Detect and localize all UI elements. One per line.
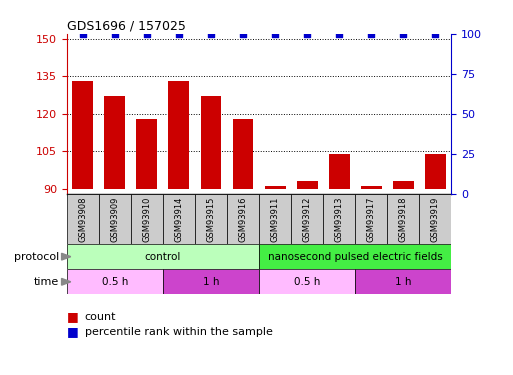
Text: nanosecond pulsed electric fields: nanosecond pulsed electric fields bbox=[268, 252, 443, 262]
Bar bbox=[393, 181, 414, 189]
Text: GSM93909: GSM93909 bbox=[110, 196, 120, 242]
Point bbox=[239, 31, 247, 37]
Bar bbox=[355, 194, 387, 244]
Point bbox=[335, 31, 343, 37]
Text: 0.5 h: 0.5 h bbox=[294, 277, 320, 287]
Text: GDS1696 / 157025: GDS1696 / 157025 bbox=[67, 20, 186, 33]
Bar bbox=[195, 194, 227, 244]
Bar bbox=[361, 186, 382, 189]
Bar bbox=[291, 194, 323, 244]
Bar bbox=[72, 81, 93, 189]
Text: 0.5 h: 0.5 h bbox=[102, 277, 128, 287]
Text: ■: ■ bbox=[67, 310, 78, 323]
Point bbox=[399, 31, 407, 37]
Text: GSM93913: GSM93913 bbox=[334, 196, 344, 242]
Point bbox=[175, 31, 183, 37]
Bar bbox=[420, 194, 451, 244]
Bar bbox=[131, 194, 163, 244]
Bar bbox=[323, 194, 355, 244]
Text: GSM93917: GSM93917 bbox=[367, 196, 376, 242]
Bar bbox=[329, 154, 350, 189]
Bar bbox=[104, 96, 125, 189]
Text: 1 h: 1 h bbox=[203, 277, 219, 287]
Text: GSM93911: GSM93911 bbox=[270, 196, 280, 242]
Text: GSM93918: GSM93918 bbox=[399, 196, 408, 242]
Point bbox=[78, 31, 87, 37]
Text: GSM93908: GSM93908 bbox=[78, 196, 87, 242]
Point bbox=[367, 31, 376, 37]
Bar bbox=[168, 81, 189, 189]
Text: percentile rank within the sample: percentile rank within the sample bbox=[85, 327, 272, 337]
Text: control: control bbox=[145, 252, 181, 262]
Bar bbox=[387, 194, 420, 244]
Bar bbox=[67, 194, 98, 244]
Bar bbox=[259, 269, 355, 294]
Bar bbox=[265, 186, 286, 189]
Bar bbox=[201, 96, 222, 189]
Text: 1 h: 1 h bbox=[395, 277, 411, 287]
Bar bbox=[297, 181, 318, 189]
Bar bbox=[163, 194, 195, 244]
Text: GSM93914: GSM93914 bbox=[174, 196, 184, 242]
Text: GSM93916: GSM93916 bbox=[239, 196, 248, 242]
Point bbox=[207, 31, 215, 37]
Text: GSM93915: GSM93915 bbox=[206, 196, 215, 242]
Point bbox=[431, 31, 440, 37]
Bar bbox=[136, 119, 157, 189]
Text: GSM93919: GSM93919 bbox=[431, 196, 440, 242]
Bar bbox=[67, 244, 259, 269]
Point bbox=[143, 31, 151, 37]
Text: ■: ■ bbox=[67, 326, 78, 338]
Bar bbox=[259, 194, 291, 244]
Bar bbox=[259, 244, 451, 269]
Bar bbox=[355, 269, 451, 294]
Point bbox=[271, 31, 279, 37]
Text: GSM93912: GSM93912 bbox=[303, 196, 312, 242]
Bar bbox=[98, 194, 131, 244]
Bar bbox=[425, 154, 446, 189]
Point bbox=[111, 31, 119, 37]
Text: count: count bbox=[85, 312, 116, 322]
Text: GSM93910: GSM93910 bbox=[142, 196, 151, 242]
Bar bbox=[227, 194, 259, 244]
Text: time: time bbox=[34, 277, 59, 287]
Bar bbox=[163, 269, 259, 294]
Bar bbox=[67, 269, 163, 294]
Bar bbox=[232, 119, 253, 189]
Point bbox=[303, 31, 311, 37]
Text: protocol: protocol bbox=[14, 252, 59, 262]
